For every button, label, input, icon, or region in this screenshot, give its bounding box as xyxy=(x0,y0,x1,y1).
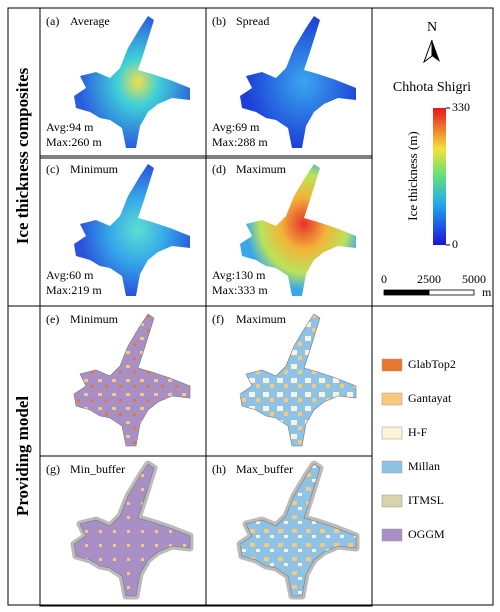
colorbar xyxy=(433,108,446,245)
panel-stat: Avg:94 m xyxy=(46,120,94,134)
legend-swatch xyxy=(381,392,403,406)
legend-label: OGGM xyxy=(408,527,445,541)
panel-tag: (a) xyxy=(46,14,59,28)
panel-title: Minimum xyxy=(70,312,119,326)
panel-tag: (f) xyxy=(212,312,224,326)
panel-stat: Avg:69 m xyxy=(212,120,260,134)
colorbar-title: Ice thickness (m) xyxy=(405,131,420,221)
panel-title: Maximum xyxy=(236,162,287,176)
panel-tag: (c) xyxy=(46,162,59,176)
legend-label: Millan xyxy=(408,459,440,473)
north-arrow xyxy=(432,40,440,62)
scalebar-label: 5000 xyxy=(462,272,486,286)
glacier-name: Chhota Shigri xyxy=(393,80,471,95)
panel-tag: (h) xyxy=(212,462,226,476)
legend-label: ITMSL xyxy=(408,493,444,507)
scalebar-label: 2500 xyxy=(417,272,441,286)
scalebar-unit: m xyxy=(482,285,492,299)
glacier-map xyxy=(239,313,357,447)
glacier-map xyxy=(73,313,191,447)
legend-swatch xyxy=(381,460,403,474)
panel-stat: Max:260 m xyxy=(46,135,102,149)
legend-swatch xyxy=(381,494,403,508)
scalebar-segment xyxy=(428,289,475,296)
colorbar-tick-label: 330 xyxy=(452,100,470,114)
legend-swatch xyxy=(381,528,403,542)
panel-tag: (d) xyxy=(212,162,226,176)
north-label: N xyxy=(427,20,437,35)
legend-label: GlabTop2 xyxy=(408,357,456,371)
panel-title: Maximum xyxy=(236,312,287,326)
panel-title: Min_buffer xyxy=(70,462,125,476)
panel-title: Max_buffer xyxy=(236,462,293,476)
panel-stat: Avg:130 m xyxy=(212,268,266,282)
scalebar-segment xyxy=(383,289,430,296)
legend-label: Gantayat xyxy=(408,391,452,405)
panel-stat: Avg:60 m xyxy=(46,268,94,282)
panel-frame xyxy=(205,7,373,159)
panel-stat: Max:288 m xyxy=(212,135,268,149)
row-group-label: Ice thickness composites xyxy=(13,67,32,244)
panel-stat: Max:333 m xyxy=(212,283,268,297)
legend-label: H-F xyxy=(408,425,428,439)
colorbar-tick-label: 0 xyxy=(452,237,458,251)
panel-stat: Max:219 m xyxy=(46,283,102,297)
panel-frame xyxy=(205,455,373,607)
panel-tag: (e) xyxy=(46,312,59,326)
panel-tag: (g) xyxy=(46,462,60,476)
row-group-label: Providing model xyxy=(13,396,32,516)
panel-title: Spread xyxy=(236,14,269,28)
legend-swatch xyxy=(381,426,403,440)
panel-title: Minimum xyxy=(70,162,119,176)
panel-title: Average xyxy=(70,14,110,28)
legend-swatch xyxy=(381,358,403,372)
panel-tag: (b) xyxy=(212,14,226,28)
north-arrow xyxy=(422,39,433,64)
scalebar-label: 0 xyxy=(381,272,387,286)
